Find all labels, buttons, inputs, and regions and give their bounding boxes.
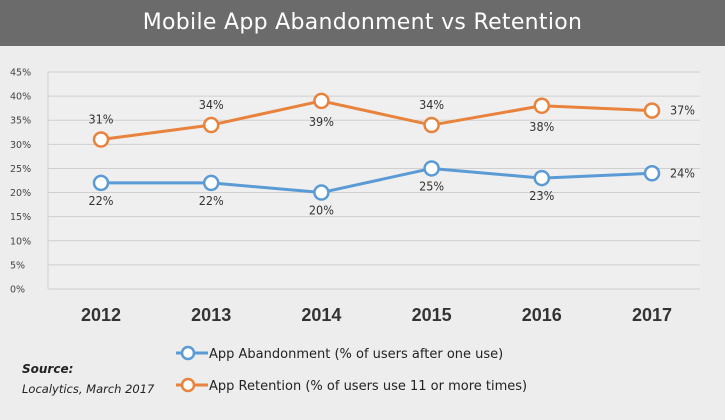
data-label: 31% — [89, 112, 114, 127]
y-tick-label: 45% — [10, 68, 31, 79]
title-bar — [0, 0, 725, 46]
data-point — [202, 174, 220, 192]
series-line-1 — [100, 99, 653, 141]
data-label: 25% — [419, 178, 444, 193]
data-label: 23% — [529, 188, 554, 203]
source-label: Source: — [22, 362, 74, 376]
y-tick-label: 20% — [10, 188, 31, 199]
x-tick-label: 2017 — [632, 305, 672, 325]
y-tick-label: 25% — [10, 164, 31, 175]
data-label: 20% — [309, 203, 334, 218]
data-label: 24% — [670, 165, 695, 180]
data-label: 22% — [199, 193, 224, 208]
x-tick-label: 2014 — [301, 305, 341, 325]
chart-title: Mobile App Abandonment vs Retention — [142, 10, 583, 35]
y-tick-label: 40% — [10, 92, 31, 103]
y-tick-label: 35% — [10, 116, 31, 127]
data-point — [643, 102, 661, 119]
source-text: Localytics, March 2017 — [22, 382, 155, 396]
legend-label: App Abandonment (% of users after one us… — [209, 347, 503, 362]
data-label: 39% — [309, 114, 334, 129]
data-point — [202, 116, 220, 134]
data-label: 37% — [670, 103, 695, 118]
y-tick-label: 10% — [10, 236, 31, 247]
data-point — [92, 131, 110, 148]
data-point — [313, 92, 330, 110]
legend-label: App Retention (% of users use 11 or more… — [209, 379, 527, 394]
series-line-0 — [101, 166, 653, 195]
x-tick-label: 2015 — [412, 305, 452, 325]
x-tick-label: 2012 — [81, 305, 121, 325]
data-point — [313, 184, 330, 201]
data-label: 22% — [89, 193, 114, 208]
legend-swatch-marker — [180, 345, 196, 361]
y-tick-label: 30% — [10, 140, 31, 151]
y-tick-label: 15% — [10, 212, 31, 223]
data-point — [533, 169, 551, 187]
data-point — [423, 160, 440, 177]
data-point — [533, 97, 551, 115]
data-label: 38% — [529, 119, 554, 134]
x-tick-label: 2016 — [522, 305, 562, 325]
data-point — [92, 174, 110, 192]
y-tick-label: 5% — [10, 260, 25, 271]
legend-swatch-marker — [180, 377, 196, 393]
data-label: 34% — [419, 97, 444, 112]
y-tick-label: 0% — [10, 285, 25, 296]
x-tick-label: 2013 — [191, 305, 231, 325]
data-point — [643, 165, 661, 182]
data-label: 34% — [199, 97, 224, 112]
data-point — [423, 116, 440, 134]
